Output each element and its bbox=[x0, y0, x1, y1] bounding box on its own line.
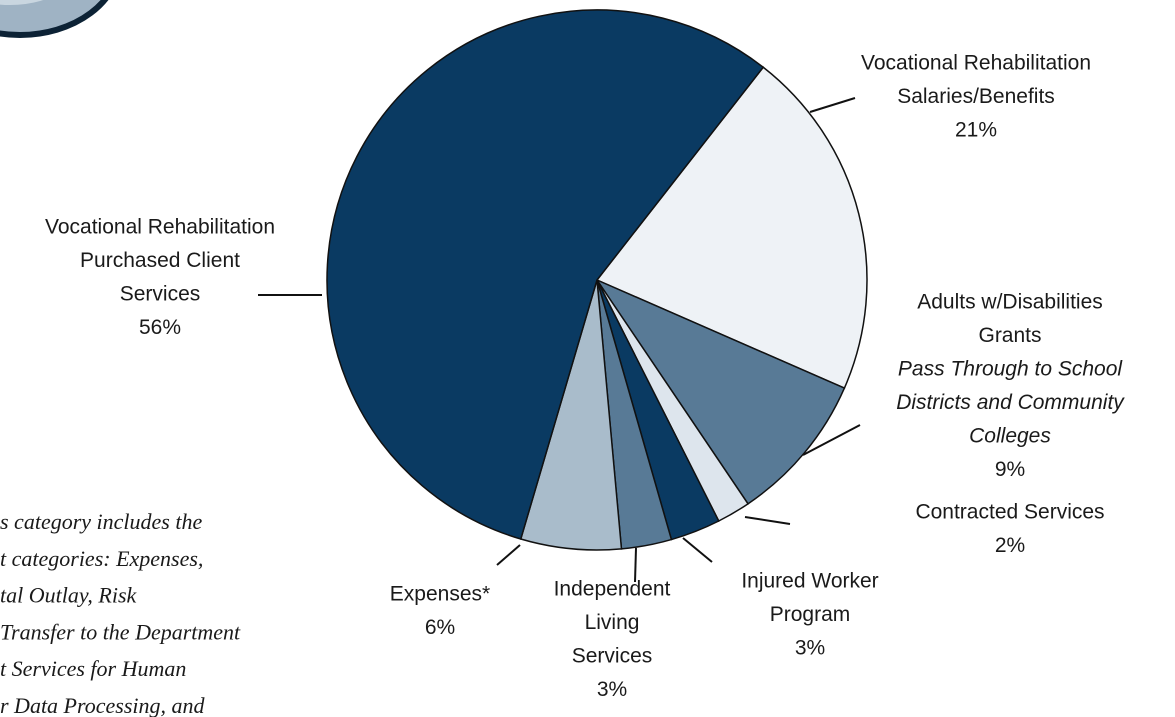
corner-graphic bbox=[0, 0, 109, 38]
value-label: 3% bbox=[597, 678, 627, 701]
footnote: Transfer to the Department bbox=[0, 619, 241, 644]
slice-label: Contracted Services bbox=[915, 501, 1104, 524]
pie-slice bbox=[326, 9, 765, 540]
slice-label: Purchased Client bbox=[80, 249, 240, 272]
annotation: Colleges bbox=[969, 425, 1051, 448]
slice-label: Services bbox=[120, 283, 201, 306]
leader-line bbox=[682, 537, 713, 563]
footnote: t Services for Human bbox=[0, 656, 186, 681]
slice-label: Program bbox=[770, 603, 851, 626]
slice-label: Vocational Rehabilitation bbox=[45, 216, 275, 239]
value-label: 56% bbox=[139, 316, 181, 339]
footnote: r Data Processing, and bbox=[0, 693, 206, 717]
annotation: Pass Through to School bbox=[898, 358, 1123, 381]
value-label: 3% bbox=[795, 637, 825, 660]
slice-label: Expenses* bbox=[390, 583, 490, 606]
slice-label: Grants bbox=[978, 324, 1041, 347]
footnote: s category includes the bbox=[0, 509, 202, 534]
value-label: 2% bbox=[995, 534, 1025, 557]
pie-slice bbox=[595, 66, 868, 390]
value-label: 6% bbox=[425, 616, 455, 639]
slice-label: Living bbox=[585, 611, 640, 634]
slice-label: Adults w/Disabilities bbox=[917, 291, 1103, 314]
slice-label: Vocational Rehabilitation bbox=[861, 52, 1091, 75]
leader-line bbox=[744, 516, 791, 525]
pie-slice bbox=[594, 278, 846, 505]
slice-label: Salaries/Benefits bbox=[897, 85, 1055, 108]
leader-line bbox=[809, 97, 856, 113]
value-label: 9% bbox=[995, 458, 1025, 481]
annotation: Districts and Community bbox=[896, 391, 1125, 414]
leader-line bbox=[802, 424, 861, 456]
footnote: t categories: Expenses, bbox=[0, 546, 203, 571]
leader-line bbox=[634, 547, 637, 583]
slice-label: Independent bbox=[554, 578, 671, 601]
slice-label: Services bbox=[572, 645, 653, 668]
leader-line bbox=[496, 544, 521, 566]
value-label: 21% bbox=[955, 119, 997, 142]
slice-label: Injured Worker bbox=[741, 570, 878, 593]
footnote: tal Outlay, Risk bbox=[0, 583, 138, 608]
